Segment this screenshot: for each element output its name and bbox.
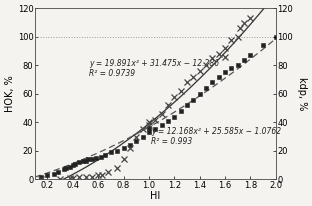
Y-axis label: HOK, %: HOK, % (5, 75, 15, 112)
Text: y = 19.891x² + 31.475x − 12.286
R² = 0.9739: y = 19.891x² + 31.475x − 12.286 R² = 0.9… (89, 59, 219, 78)
Y-axis label: kdp, %: kdp, % (297, 77, 307, 111)
X-axis label: HI: HI (150, 191, 160, 201)
Text: y = 12.168x² + 25.585x − 1.0762
R² = 0.993: y = 12.168x² + 25.585x − 1.0762 R² = 0.9… (152, 127, 282, 146)
